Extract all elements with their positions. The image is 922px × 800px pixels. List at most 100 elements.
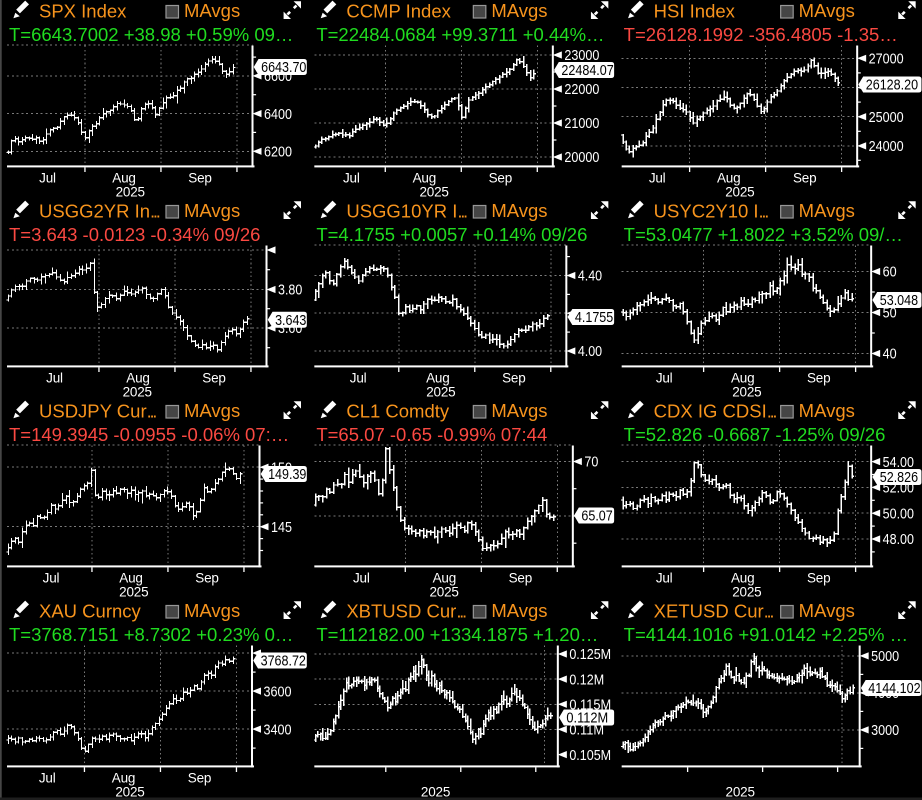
svg-text:26128.20: 26128.20 (866, 78, 918, 94)
svg-text:Sep: Sep (807, 570, 830, 585)
svg-text:Jul: Jul (46, 370, 63, 385)
svg-text:Jul: Jul (656, 570, 673, 585)
svg-text:MAvgs: MAvgs (491, 400, 547, 421)
svg-text:MAvgs: MAvgs (184, 200, 240, 221)
svg-text:2025: 2025 (420, 184, 449, 199)
svg-text:Sep: Sep (502, 370, 525, 385)
svg-text:Aug: Aug (413, 170, 436, 185)
svg-text:2025: 2025 (726, 784, 755, 799)
svg-text:USYC2Y10 I...: USYC2Y10 I... (654, 200, 769, 221)
svg-text:Jul: Jul (39, 170, 56, 185)
svg-text:4.00: 4.00 (578, 344, 602, 360)
svg-text:XETUSD Cur...: XETUSD Cur... (654, 600, 774, 621)
svg-text:T=22484.0684 +99.3711 +0.44%…: T=22484.0684 +99.3711 +0.44%… (316, 24, 604, 45)
svg-text:T=4.1755 +0.0057 +0.14% 09/26: T=4.1755 +0.0057 +0.14% 09/26 (316, 224, 587, 245)
svg-text:HSI Index: HSI Index (654, 0, 736, 21)
svg-text:T=53.0477 +1.8022 +3.52% 09/…: T=53.0477 +1.8022 +3.52% 09/… (624, 224, 903, 245)
svg-text:MAvgs: MAvgs (184, 400, 240, 421)
svg-text:149.39: 149.39 (268, 467, 306, 483)
svg-text:T=149.3945 -0.0955 -0.06% 07:…: T=149.3945 -0.0955 -0.06% 07:… (9, 424, 289, 445)
svg-text:52.826: 52.826 (880, 470, 918, 486)
svg-text:T=65.07 -0.65 -0.99% 07:44: T=65.07 -0.65 -0.99% 07:44 (316, 424, 547, 445)
svg-text:Aug: Aug (112, 770, 135, 785)
svg-text:0.12M: 0.12M (569, 672, 604, 688)
svg-text:USDJPY Cur...: USDJPY Cur... (39, 400, 156, 421)
svg-text:Jul: Jul (39, 770, 56, 785)
svg-text:USGG10YR I...: USGG10YR I... (346, 200, 467, 221)
svg-text:4144.102: 4144.102 (868, 681, 920, 697)
svg-text:4.1755: 4.1755 (575, 310, 613, 326)
svg-text:2025: 2025 (421, 784, 450, 799)
svg-text:3000: 3000 (871, 723, 899, 739)
svg-text:Aug: Aug (126, 370, 149, 385)
svg-text:T=112182.00 +1334.1875 +1.20…: T=112182.00 +1334.1875 +1.20… (316, 624, 598, 645)
svg-text:USGG2YR In...: USGG2YR In... (39, 200, 160, 221)
svg-text:3768.72: 3768.72 (261, 654, 306, 670)
svg-text:3400: 3400 (264, 722, 292, 738)
svg-text:50.00: 50.00 (883, 506, 914, 522)
svg-text:2025: 2025 (430, 584, 459, 599)
svg-text:T=26128.1992 -356.4805 -1.35…: T=26128.1992 -356.4805 -1.35… (624, 24, 898, 45)
svg-text:Sep: Sep (202, 370, 225, 385)
svg-text:MAvgs: MAvgs (184, 600, 240, 621)
svg-text:Jul: Jul (656, 370, 673, 385)
svg-text:6400: 6400 (264, 107, 292, 123)
svg-text:20000: 20000 (564, 150, 599, 166)
svg-text:22484.07: 22484.07 (561, 63, 613, 79)
svg-text:XAU Curncy: XAU Curncy (39, 600, 142, 621)
svg-text:Aug: Aug (731, 570, 754, 585)
svg-text:Aug: Aug (731, 370, 754, 385)
svg-text:T=3768.7151 +8.7302 +0.23% 0…: T=3768.7151 +8.7302 +0.23% 0… (9, 624, 293, 645)
svg-text:T=3.643 -0.0123 -0.34% 09/26: T=3.643 -0.0123 -0.34% 09/26 (9, 224, 260, 245)
svg-text:MAvgs: MAvgs (491, 600, 547, 621)
svg-text:2025: 2025 (725, 184, 754, 199)
svg-text:MAvgs: MAvgs (799, 400, 855, 421)
svg-text:2025: 2025 (116, 184, 145, 199)
svg-text:Jul: Jul (43, 570, 60, 585)
svg-text:Jul: Jul (353, 570, 370, 585)
svg-text:2025: 2025 (426, 384, 455, 399)
svg-text:50: 50 (883, 306, 897, 322)
svg-text:0.112M: 0.112M (566, 711, 608, 727)
svg-text:MAvgs: MAvgs (799, 200, 855, 221)
svg-text:40: 40 (883, 347, 897, 363)
svg-text:48.00: 48.00 (883, 532, 914, 548)
svg-text:Jul: Jul (343, 170, 360, 185)
svg-text:145: 145 (271, 520, 292, 536)
svg-text:SPX Index: SPX Index (39, 0, 127, 21)
svg-text:0.11M: 0.11M (569, 723, 604, 739)
svg-text:MAvgs: MAvgs (799, 600, 855, 621)
svg-text:MAvgs: MAvgs (184, 0, 240, 21)
svg-text:27000: 27000 (869, 52, 904, 68)
svg-text:5000: 5000 (871, 649, 899, 665)
svg-text:23000: 23000 (564, 48, 599, 64)
svg-text:6643.70: 6643.70 (261, 60, 306, 76)
svg-text:22000: 22000 (564, 82, 599, 98)
svg-text:Aug: Aug (433, 570, 456, 585)
svg-text:60: 60 (883, 265, 897, 281)
svg-text:6200: 6200 (264, 145, 292, 161)
svg-text:Sep: Sep (509, 570, 532, 585)
svg-text:53.048: 53.048 (880, 293, 918, 309)
svg-text:0.125M: 0.125M (569, 647, 611, 663)
svg-text:24000: 24000 (869, 139, 904, 155)
svg-text:Aug: Aug (112, 170, 135, 185)
svg-text:3600: 3600 (264, 684, 292, 700)
svg-text:3.80: 3.80 (278, 283, 302, 299)
svg-text:25000: 25000 (869, 110, 904, 126)
svg-text:Jul: Jul (649, 170, 666, 185)
svg-text:2025: 2025 (119, 584, 148, 599)
svg-text:MAvgs: MAvgs (491, 200, 547, 221)
svg-text:Sep: Sep (188, 170, 211, 185)
svg-text:2025: 2025 (115, 784, 144, 799)
svg-text:T=6643.7002 +38.98 +0.59% 09…: T=6643.7002 +38.98 +0.59% 09… (9, 24, 293, 45)
svg-text:Sep: Sep (793, 170, 816, 185)
svg-text:CCMP Index: CCMP Index (346, 0, 451, 21)
svg-text:54.00: 54.00 (883, 455, 914, 471)
svg-text:Aug: Aug (426, 370, 449, 385)
svg-text:21000: 21000 (564, 116, 599, 132)
svg-text:70: 70 (584, 455, 598, 471)
svg-text:Sep: Sep (195, 570, 218, 585)
svg-text:2025: 2025 (732, 584, 761, 599)
svg-text:4.40: 4.40 (578, 269, 602, 285)
